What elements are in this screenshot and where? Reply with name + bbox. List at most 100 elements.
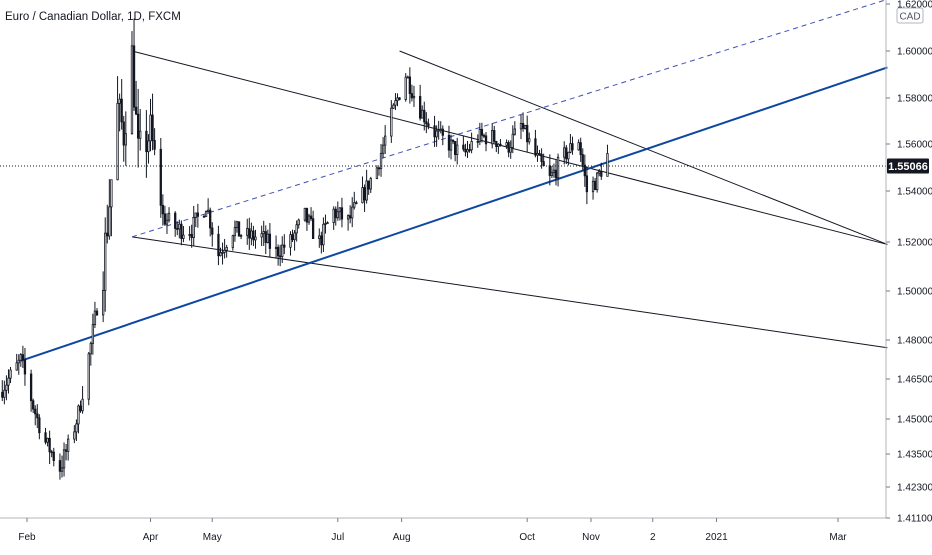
candle [491,123,494,149]
candle [274,235,278,259]
candle [260,225,263,247]
price-axis[interactable]: 1.62000 1.60000 1.58000 1.56000 1.54000 1.520… [886,0,932,525]
candle [77,404,80,434]
candle [7,369,10,394]
candle [353,191,356,210]
candle [5,375,8,401]
candle [130,31,134,135]
time-axis[interactable]: Feb Apr May Jul Aug Oct Nov 2 2021 Mar [18,518,847,543]
y-tick-label: 1.41100 [897,514,932,525]
candle [237,221,241,237]
candle [534,129,537,158]
candle [571,136,574,155]
candle [598,168,601,177]
candle [606,144,609,177]
candle [110,179,113,237]
candle [147,134,150,164]
candle [480,122,484,143]
candle [104,217,107,312]
candle [188,226,191,241]
candle [468,143,471,153]
candle [161,194,165,226]
x-tick-label: Mar [829,532,847,543]
candle [406,75,409,79]
candle [326,221,329,225]
candle [439,121,442,134]
candle [204,210,208,217]
candle [223,238,226,259]
candle [470,132,473,154]
candle [404,73,407,102]
candle [264,225,267,255]
candle [29,369,33,412]
channel-upper-line[interactable] [399,50,888,245]
candle [167,207,171,223]
last-price-tag: 1.55066 [887,158,929,174]
y-tick-label: 1.46500 [897,375,932,386]
candle [332,206,335,230]
candle [62,442,66,477]
candle [375,165,379,180]
candle [309,207,313,221]
candle [369,176,372,193]
candle [381,137,385,158]
candle [137,88,140,168]
candle [252,225,255,246]
candle [523,124,527,130]
candle [233,220,237,242]
candle [293,230,296,251]
candle [246,218,249,245]
candle [289,231,292,256]
candle [556,153,560,187]
candle [219,247,222,257]
candle [182,225,185,243]
candle [235,220,239,233]
candle [449,134,453,160]
candle [511,125,514,154]
candle [346,214,350,231]
channel-lower-line[interactable] [131,236,888,349]
candle [23,347,27,386]
y-tick-label: 1.54000 [897,187,932,198]
candle [75,419,78,442]
candle [93,301,97,328]
candle [466,141,469,158]
candle [593,177,597,191]
trendline-dashed-line[interactable] [131,0,887,238]
candle [124,111,127,166]
candle [211,222,214,247]
candle [367,180,370,195]
y-tick-label: 1.56000 [897,140,932,151]
candle [336,201,339,221]
candle [478,122,481,146]
candle [509,140,512,159]
y-tick-label: 1.48000 [897,336,932,347]
candle [554,160,558,186]
candle [254,229,257,249]
candle [268,222,272,258]
x-tick-label: 2021 [705,532,728,543]
candle [427,118,430,130]
candle [567,151,570,166]
candle [365,169,368,204]
candle [295,220,298,242]
trendline-line[interactable] [20,66,888,362]
candle [163,205,167,226]
candle [58,453,62,480]
candle [476,134,479,148]
candle [106,204,109,244]
y-tick-label: 1.43500 [897,450,932,461]
x-tick-label: 2 [650,532,656,543]
candle [425,112,428,134]
x-tick-label: May [203,532,222,543]
x-tick-label: Apr [143,532,159,543]
candle [540,148,543,169]
y-tick-label: 1.60000 [897,47,932,58]
candle [206,198,210,214]
candle [250,222,253,246]
y-tick-label: 1.45000 [897,415,932,426]
currency-badge[interactable]: CAD [896,7,924,24]
candle [276,244,280,266]
